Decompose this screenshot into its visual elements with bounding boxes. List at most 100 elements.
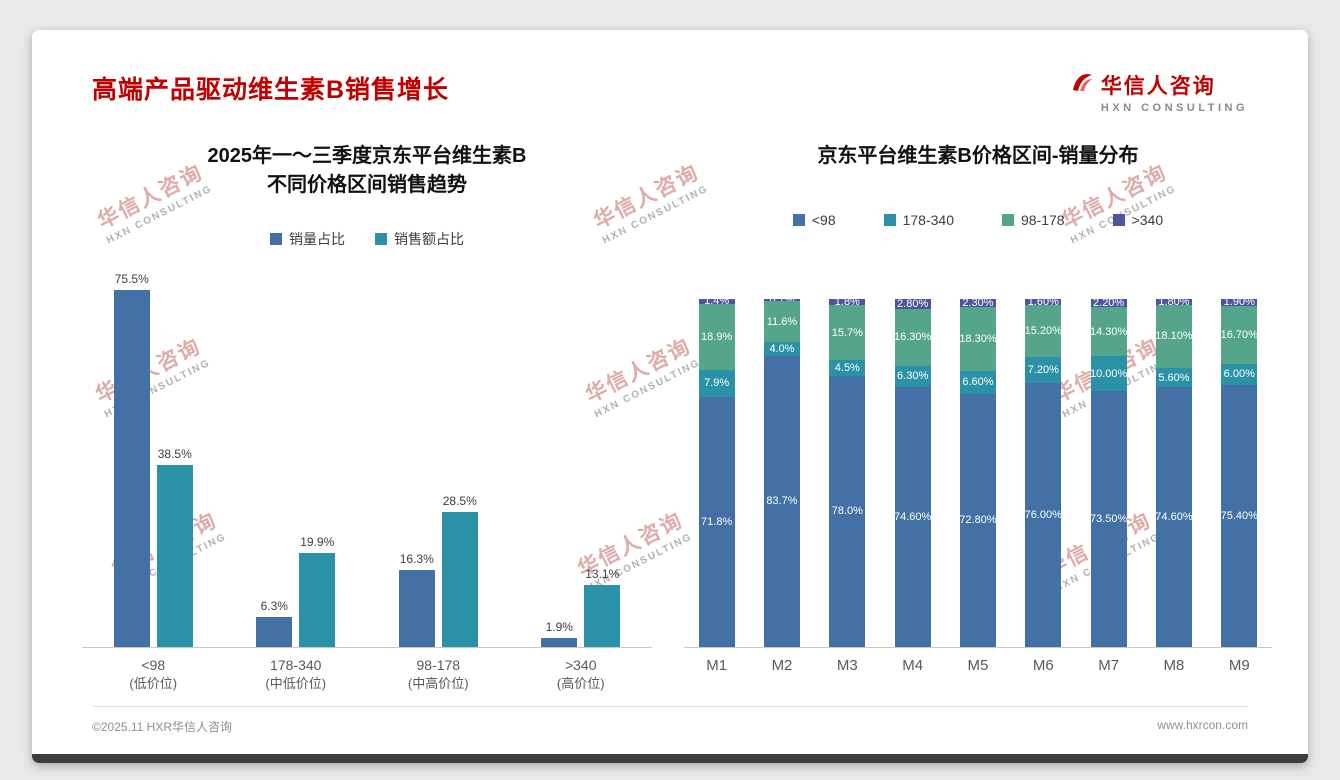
category-label: M9: [1228, 657, 1250, 674]
stacked-bar: 78.0% 4.5% 15.7% 1.8%: [829, 296, 866, 647]
logo-swoosh-icon: [1070, 70, 1094, 99]
legend-left: 销量占比 销售额占比: [82, 230, 652, 248]
bar: [299, 553, 336, 647]
legend-item: 销量占比: [270, 229, 345, 249]
category-label: <98: [141, 657, 166, 673]
stacked-bar-column: 73.50% 10.00% 14.30% 2.20%: [1076, 297, 1141, 647]
stacked-bar-column: 78.0% 4.5% 15.7% 1.8%: [815, 296, 880, 647]
bar-segment: 16.30%: [894, 308, 931, 366]
slide-header: 高端产品驱动维生素B销售增长 华信人咨询 HXN CONSULTING: [92, 70, 1248, 114]
stacked-bar: 71.8% 7.9% 18.9% 1.4%: [698, 295, 735, 647]
legend-swatch: [270, 233, 282, 245]
bar-segment: 16.70%: [1221, 305, 1258, 364]
bar: [441, 512, 478, 647]
bar-value-label: 28.5%: [442, 494, 477, 509]
x-axis-labels-left: <98 (低价位) 178-340 (中低价位) 98-178 (中高价位) >340 (高价…: [82, 656, 652, 693]
stacked-bar: 72.80% 6.60% 18.30% 2.30%: [959, 297, 997, 647]
bar: [398, 570, 435, 647]
legend-item: <98: [792, 212, 836, 228]
x-axis-label: 98-178 (中高价位): [367, 656, 510, 693]
bar-segment: 71.8%: [698, 397, 735, 647]
bar-with-label: 38.5%: [156, 447, 193, 647]
bottom-accent-bar: [32, 754, 1308, 763]
x-axis-label: M7: [1076, 656, 1141, 675]
bar-segment: 74.60%: [894, 387, 931, 647]
legend-swatch: [1112, 214, 1125, 226]
legend-label: <98: [811, 212, 836, 228]
logo-text-cn: 华信人咨询: [1100, 75, 1216, 98]
bar-segment: 1.80%: [1155, 296, 1192, 308]
category-label: M6: [1032, 657, 1054, 674]
slide-footer: ©2025.11 HXR华信人咨询 www.hxrcon.com: [92, 706, 1248, 735]
bar-segment: 78.0%: [829, 375, 866, 647]
bar-segment: 7.20%: [1025, 357, 1062, 383]
stacked-bar: 75.40% 6.00% 16.70% 1.90%: [1221, 296, 1258, 647]
category-sublabel: (低价位): [129, 676, 178, 691]
bar-value-label: 6.3%: [260, 599, 288, 614]
bar: [256, 617, 293, 647]
bar-group: 75.5% 38.5%: [82, 272, 225, 647]
bar-with-label: 1.9%: [541, 620, 578, 647]
x-axis-label: M1: [684, 656, 749, 675]
x-axis-label: <98 (低价位): [82, 656, 225, 693]
x-axis-label: M9: [1207, 656, 1272, 675]
bar-value-label: 13.1%: [585, 567, 620, 582]
bar: [113, 290, 150, 647]
legend-item: 178-340: [883, 212, 954, 228]
bar-segment: 14.30%: [1090, 306, 1127, 357]
chart-title-right: 京东平台维生素B价格区间-销量分布: [817, 145, 1139, 167]
bar-with-label: 16.3%: [398, 552, 435, 647]
bar-segment: 4.5%: [829, 359, 866, 376]
bar-segment: 83.7%: [763, 355, 800, 647]
bar-segment: 5.60%: [1155, 367, 1192, 388]
chart-grouped-bars: 2025年一～三季度京东平台维生素B 不同价格区间销售趋势 销量占比 销售额占比 …: [82, 142, 652, 693]
bar-segment: 1.90%: [1221, 296, 1258, 308]
category-sublabel: (中高价位): [407, 676, 469, 691]
bar-segment: 11.6%: [763, 301, 800, 342]
bar-value-label: 1.9%: [545, 620, 573, 634]
bar-segment: 73.50%: [1090, 391, 1127, 647]
stacked-bar-column: 83.7% 4.0% 11.6% 0.7%: [749, 294, 814, 647]
x-axis-label: M2: [749, 656, 814, 675]
stacked-bar-column: 71.8% 7.9% 18.9% 1.4%: [684, 295, 749, 647]
bar-value-label: 75.5%: [114, 272, 149, 287]
stacked-bar: 73.50% 10.00% 14.30% 2.20%: [1090, 297, 1127, 647]
x-axis-label: 178-340 (中低价位): [225, 656, 368, 693]
legend-label: 98-178: [1021, 212, 1065, 228]
company-logo: 华信人咨询 HXN CONSULTING: [1070, 70, 1248, 114]
x-axis-label: M5: [945, 656, 1010, 675]
legend-label: 销量占比: [289, 231, 345, 247]
category-label: >340: [564, 657, 597, 673]
category-sublabel: (中低价位): [265, 676, 327, 691]
x-axis-label: M3: [815, 656, 880, 675]
bar-segment: 1.8%: [829, 296, 866, 308]
bar-segment: 15.20%: [1025, 304, 1062, 358]
category-label: 98-178: [416, 657, 461, 673]
x-axis-label: M6: [1011, 656, 1076, 675]
bar-with-label: 6.3%: [256, 599, 293, 647]
chart-title-left: 2025年一～三季度京东平台维生素B 不同价格区间销售趋势: [207, 145, 527, 196]
bar-segment: 18.30%: [959, 307, 997, 371]
category-label: 178-340: [270, 657, 322, 673]
bar-segment: 6.60%: [959, 370, 996, 394]
bar-segment: 10.00%: [1090, 356, 1127, 392]
category-label: M4: [902, 657, 924, 674]
bar: [156, 465, 193, 647]
stacked-bar-column: 75.40% 6.00% 16.70% 1.90%: [1207, 296, 1272, 647]
logo-text-en: HXN CONSULTING: [1100, 102, 1248, 114]
bar: [584, 585, 621, 647]
bar-segment: 76.00%: [1025, 382, 1062, 647]
bar-group: 1.9% 13.1%: [510, 567, 653, 647]
category-label: M1: [706, 657, 728, 674]
category-label: M7: [1098, 657, 1120, 674]
stacked-bar-column: 74.60% 5.60% 18.10% 1.80%: [1141, 296, 1206, 647]
bar-value-label: 38.5%: [157, 447, 192, 462]
bar-value-label: 19.9%: [300, 535, 335, 549]
website-url: www.hxrcon.com: [1157, 718, 1248, 732]
legend-right: <98 178-340 98-178 >340: [684, 211, 1272, 229]
stacked-bar-column: 72.80% 6.60% 18.30% 2.30%: [945, 297, 1010, 647]
bar-segment: 74.60%: [1155, 387, 1193, 647]
legend-label: 178-340: [902, 212, 954, 228]
copyright-text: ©2025.11 HXR华信人咨询: [92, 720, 232, 734]
legend-swatch: [883, 214, 896, 226]
